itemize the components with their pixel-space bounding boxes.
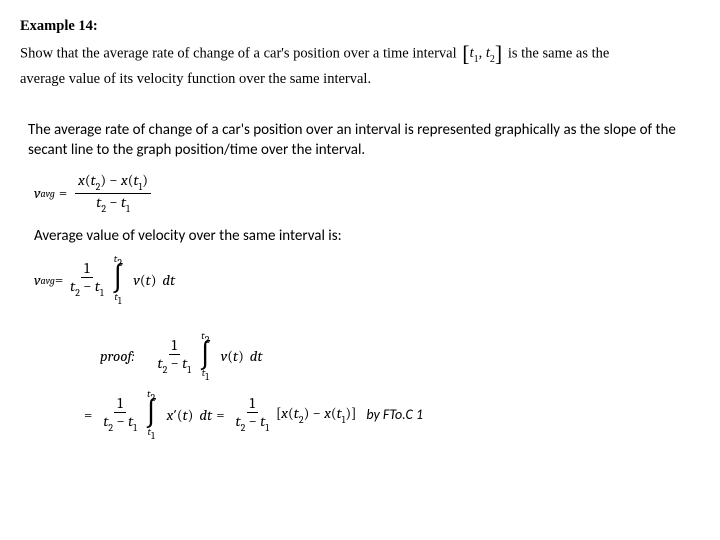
- proof-line-2: = 1 t2 − t1 t2 ∫ t1 x′(t)dt = 1 t2 − t1 …: [20, 389, 700, 440]
- problem-text-b: is the same as the: [508, 45, 609, 61]
- formula-secant-slope: vavg = x(t2) − x(t1) t2 − t1: [20, 172, 700, 214]
- proof-line-1: proof: 1 t2 − t1 t2 ∫ t1 v(t)dt: [20, 331, 700, 382]
- problem-text-a: Show that the average rate of change of …: [20, 45, 460, 61]
- formula-average-velocity: vavg= 1 t2 − t1 t2 ∫ t1 v(t)dt: [20, 254, 700, 305]
- problem-statement: Show that the average rate of change of …: [20, 41, 700, 92]
- ftoc-annotation: by FTo.C 1: [366, 406, 423, 423]
- problem-text-c: average value of its velocity function o…: [20, 71, 371, 87]
- explanation-2: Average value of velocity over the same …: [20, 226, 700, 246]
- example-heading: Example 14:: [20, 18, 700, 35]
- proof-label: proof:: [100, 347, 135, 365]
- explanation-1: The average rate of change of a car's po…: [20, 120, 700, 161]
- interval-bracket: [ t1, t2 ]: [462, 41, 502, 67]
